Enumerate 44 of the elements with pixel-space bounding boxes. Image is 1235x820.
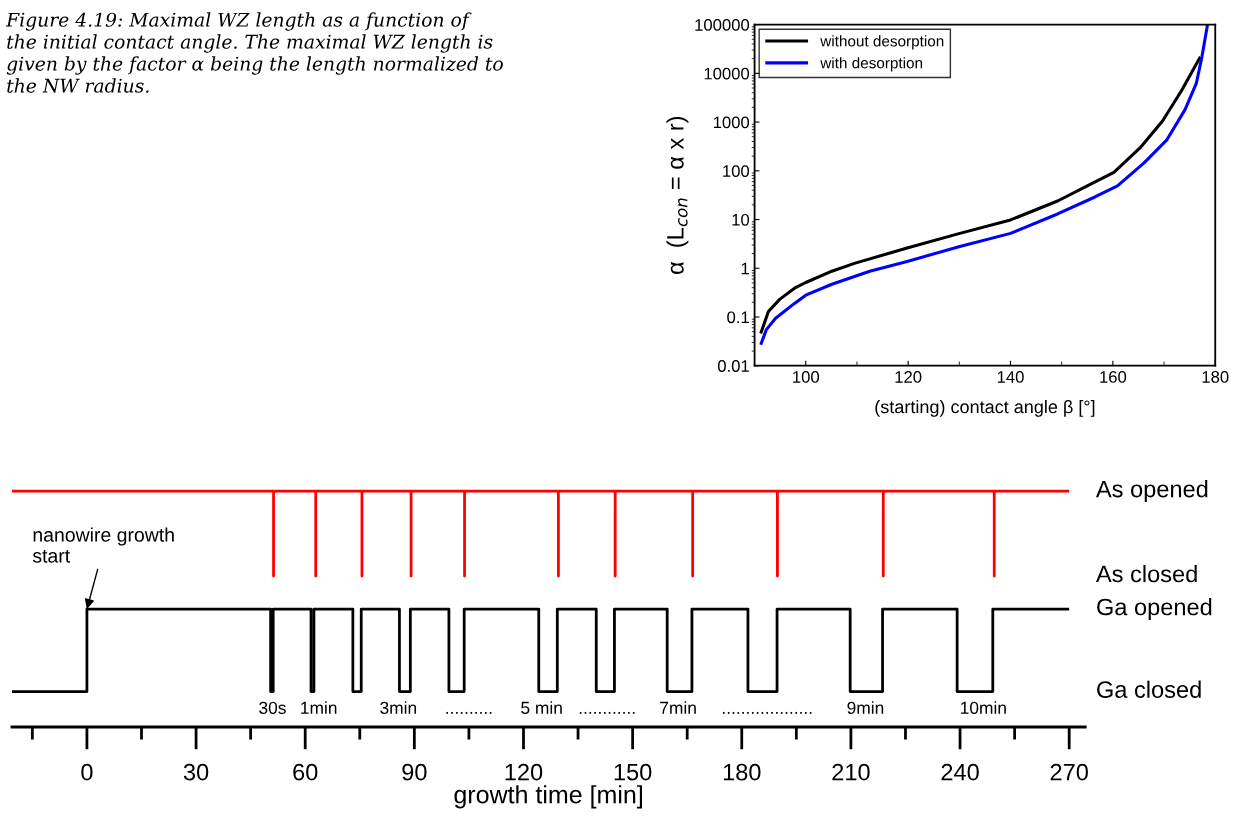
annotation: 5 min [521,701,562,714]
annotation: 9min [847,701,884,714]
y-tick-label: 100000 [695,19,750,31]
x-axis-title: (starting) contact angle β [°] [875,400,1095,417]
y-tick-label: 1000 [713,116,750,129]
annotation: .......... [446,711,492,714]
annotation: nanowire growth start [32,527,174,563]
x-tick-label: 180 [723,763,761,781]
y-axis-title: α (L$_{con}$ = α x r) [666,116,689,274]
x-tick-label: 0 [81,763,93,781]
text: Ga closed [1097,680,1201,698]
annotation: 10min [961,701,1006,714]
text: As opened [1095,480,1208,503]
y-tick-label: 100 [723,165,750,177]
x-tick-label: 270 [1050,763,1088,781]
y-tick-label: 0.1 [727,311,749,324]
x-tick-label: 210 [832,763,870,781]
x-tick-label: 120 [895,371,922,383]
x-tick-label: 160 [1100,371,1127,383]
annotation: 3min [380,701,417,714]
y-tick-label: 10 [732,213,750,226]
text: As closed [1095,564,1197,583]
x-tick-label: 90 [402,763,427,781]
y-tick-label: 0.01 [717,360,749,372]
x-tick-label: 150 [614,763,652,781]
x-tick-label: 240 [941,763,979,781]
annotation: ............ [579,711,635,714]
legend-label: without desorption [820,35,944,50]
annotation: 7min [660,701,696,714]
annotation: ................... [723,711,812,714]
y-tick-label: 1 [741,262,749,275]
x-tick-label: 100 [793,371,820,383]
x-axis-title: growth time [min] [454,785,642,809]
annotation: 30s [259,701,286,714]
y-tick-label: 10000 [704,67,750,80]
x-tick-label: 30 [183,763,209,781]
x-tick-label: 140 [997,371,1024,383]
caption: Figure 4.19: Maximal WZ length as a function of the initial contact angle. The maximal WZ length is given by the factor α being the length normalized to the NW radius. [5,12,503,93]
legend-label: with desorption [820,57,923,72]
x-tick-label: 60 [293,763,318,781]
annotation: 1min [301,701,337,714]
x-tick-label: 180 [1202,371,1229,383]
x-tick-label: 120 [505,763,543,781]
text: Ga opened [1097,598,1212,621]
